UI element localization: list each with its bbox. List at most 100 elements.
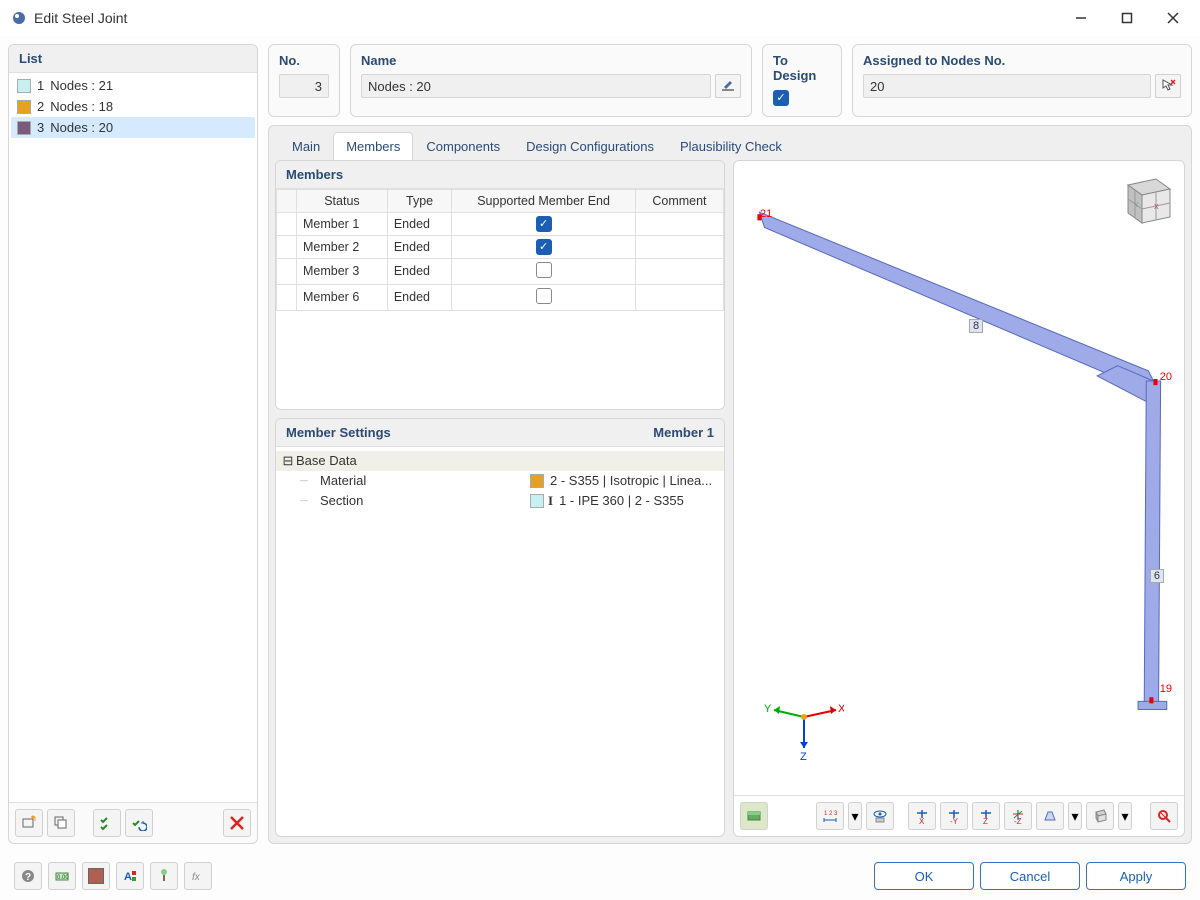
settings-body: ⊟ Base Data ┈ Material 2 - S355 | Isotro… bbox=[276, 447, 724, 515]
view-iso-button[interactable]: -Z bbox=[1004, 802, 1032, 830]
color-swatch bbox=[17, 79, 31, 93]
dimensions-button[interactable]: 1 2 3 bbox=[816, 802, 844, 830]
to-design-checkbox[interactable]: ✓ bbox=[773, 90, 789, 106]
bottom-bar: ? 0.00 A fx OK Cancel Apply bbox=[0, 852, 1200, 900]
view-y-button[interactable]: -Y bbox=[940, 802, 968, 830]
supported-checkbox[interactable] bbox=[536, 288, 552, 304]
view-canvas[interactable]: Y X X bbox=[734, 161, 1184, 796]
window-controls bbox=[1058, 3, 1196, 33]
minimize-button[interactable] bbox=[1058, 3, 1104, 33]
tab-members[interactable]: Members bbox=[333, 132, 413, 160]
list-item[interactable]: 2 Nodes : 18 bbox=[11, 96, 255, 117]
list-item[interactable]: 3 Nodes : 20 bbox=[11, 117, 255, 138]
settings-row-section[interactable]: ┈ Section I 1 - IPE 360 | 2 - S355 bbox=[276, 491, 724, 511]
list-header: List bbox=[9, 45, 257, 73]
members-header: Members bbox=[276, 161, 724, 189]
delete-button[interactable] bbox=[223, 809, 251, 837]
view-z-button[interactable]: Z bbox=[972, 802, 1000, 830]
members-panel: Members Status Type Supported Member En bbox=[275, 160, 725, 410]
units-button[interactable]: 0.00 bbox=[48, 862, 76, 890]
nav-cube[interactable]: Y X bbox=[1112, 169, 1176, 236]
ok-button[interactable]: OK bbox=[874, 862, 974, 890]
svg-text:Z: Z bbox=[800, 751, 807, 762]
table-row[interactable]: Member 3 Ended bbox=[277, 258, 724, 284]
tabs: Main Members Components Design Configura… bbox=[275, 132, 1185, 160]
name-input[interactable]: Nodes : 20 bbox=[361, 74, 711, 98]
window-title: Edit Steel Joint bbox=[34, 10, 127, 26]
svg-text:X: X bbox=[919, 817, 925, 824]
list-toolbar bbox=[9, 802, 257, 843]
tab-plausibility[interactable]: Plausibility Check bbox=[667, 132, 795, 160]
supported-checkbox[interactable]: ✓ bbox=[536, 216, 552, 232]
svg-text:1 2 3: 1 2 3 bbox=[824, 811, 838, 817]
pick-nodes-button[interactable] bbox=[1155, 74, 1181, 98]
list-item[interactable]: 1 Nodes : 21 bbox=[11, 75, 255, 96]
tab-main[interactable]: Main bbox=[279, 132, 333, 160]
list-panel: List 1 Nodes : 21 2 Nodes : 18 3 Nodes :… bbox=[8, 44, 258, 844]
settings-group[interactable]: ⊟ Base Data bbox=[276, 451, 724, 471]
view-x-button[interactable]: X bbox=[908, 802, 936, 830]
left-mid: Members Status Type Supported Member En bbox=[275, 160, 725, 838]
right-content: No. 3 Name Nodes : 20 To Design ✓ Assign… bbox=[268, 44, 1192, 844]
cancel-button[interactable]: Cancel bbox=[980, 862, 1080, 890]
table-row[interactable]: Member 1 Ended ✓ bbox=[277, 212, 724, 235]
new-item-button[interactable] bbox=[15, 809, 43, 837]
maximize-button[interactable] bbox=[1104, 3, 1150, 33]
tab-components[interactable]: Components bbox=[413, 132, 513, 160]
render-mode-button[interactable] bbox=[740, 802, 768, 830]
view-solid-button[interactable] bbox=[1086, 802, 1114, 830]
node-label: 19 bbox=[1160, 683, 1172, 695]
fx-button[interactable]: fx bbox=[184, 862, 212, 890]
app-icon bbox=[10, 9, 28, 27]
svg-text:Y: Y bbox=[1134, 202, 1139, 209]
content-box: Main Members Components Design Configura… bbox=[268, 125, 1192, 845]
color-button[interactable] bbox=[82, 862, 110, 890]
check-all-button[interactable] bbox=[93, 809, 121, 837]
font-button[interactable]: A bbox=[116, 862, 144, 890]
settings-header: Member Settings Member 1 bbox=[276, 419, 724, 447]
tree-button[interactable] bbox=[150, 862, 178, 890]
view-solid-dropdown[interactable]: ▾ bbox=[1118, 802, 1132, 830]
supported-checkbox[interactable]: ✓ bbox=[536, 239, 552, 255]
main-area: List 1 Nodes : 21 2 Nodes : 18 3 Nodes :… bbox=[0, 36, 1200, 852]
field-assigned: Assigned to Nodes No. 20 bbox=[852, 44, 1192, 117]
field-name: Name Nodes : 20 bbox=[350, 44, 752, 117]
node-label: 21 bbox=[760, 208, 772, 220]
list-body: 1 Nodes : 21 2 Nodes : 18 3 Nodes : 20 bbox=[9, 73, 257, 802]
view-toolbar: 1 2 3 ▾ X -Y Z -Z ▾ ▾ bbox=[734, 795, 1184, 836]
supported-checkbox[interactable] bbox=[536, 262, 552, 278]
field-to-design: To Design ✓ bbox=[762, 44, 842, 117]
settings-row-material[interactable]: ┈ Material 2 - S355 | Isotropic | Linea.… bbox=[276, 471, 724, 491]
titlebar: Edit Steel Joint bbox=[0, 0, 1200, 36]
close-button[interactable] bbox=[1150, 3, 1196, 33]
tab-design[interactable]: Design Configurations bbox=[513, 132, 667, 160]
edit-name-button[interactable] bbox=[715, 74, 741, 98]
content-split: Members Status Type Supported Member En bbox=[275, 160, 1185, 838]
assigned-input[interactable]: 20 bbox=[863, 74, 1151, 98]
svg-text:A: A bbox=[124, 871, 132, 883]
svg-text:-Y: -Y bbox=[950, 817, 959, 824]
view-settings-button[interactable] bbox=[866, 802, 894, 830]
svg-text:?: ? bbox=[25, 872, 31, 883]
svg-text:X: X bbox=[838, 703, 844, 715]
dimensions-dropdown[interactable]: ▾ bbox=[848, 802, 862, 830]
svg-text:fx: fx bbox=[192, 872, 201, 883]
members-table: Status Type Supported Member End Comment bbox=[276, 189, 724, 311]
view-panel: Y X X bbox=[733, 160, 1185, 838]
view-persp-dropdown[interactable]: ▾ bbox=[1068, 802, 1082, 830]
reset-view-button[interactable] bbox=[1150, 802, 1178, 830]
apply-button[interactable]: Apply bbox=[1086, 862, 1186, 890]
dialog-window: Edit Steel Joint List 1 Nodes : 21 bbox=[0, 0, 1200, 900]
view-persp-button[interactable] bbox=[1036, 802, 1064, 830]
copy-item-button[interactable] bbox=[47, 809, 75, 837]
table-row[interactable]: Member 6 Ended bbox=[277, 284, 724, 310]
settings-panel: Member Settings Member 1 ⊟ Base Data ┈ bbox=[275, 418, 725, 838]
color-swatch bbox=[17, 100, 31, 114]
table-row[interactable]: Member 2 Ended ✓ bbox=[277, 235, 724, 258]
no-input[interactable]: 3 bbox=[279, 74, 329, 98]
color-swatch bbox=[17, 121, 31, 135]
svg-text:-Z: -Z bbox=[1014, 817, 1022, 824]
help-button[interactable]: ? bbox=[14, 862, 42, 890]
node-label: 20 bbox=[1160, 371, 1172, 383]
refresh-check-button[interactable] bbox=[125, 809, 153, 837]
